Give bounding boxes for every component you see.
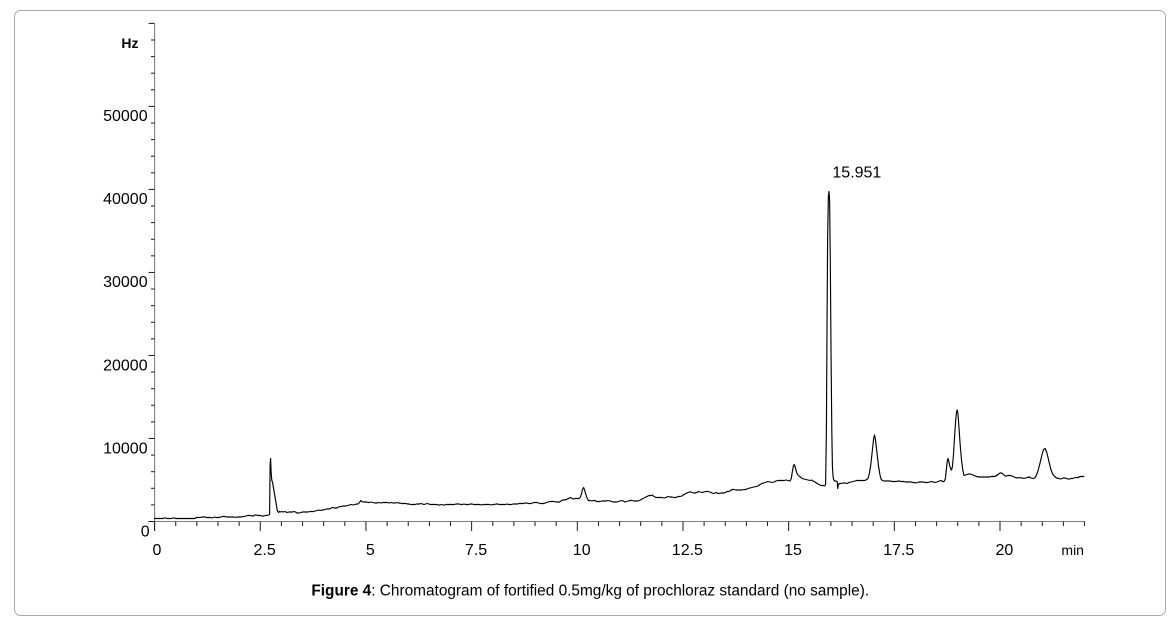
svg-text:20: 20 xyxy=(996,542,1014,559)
svg-text:15: 15 xyxy=(784,542,802,559)
svg-text:0: 0 xyxy=(141,523,150,540)
svg-text:15.951: 15.951 xyxy=(832,164,881,181)
svg-text:50000: 50000 xyxy=(103,108,148,125)
svg-text:7.5: 7.5 xyxy=(465,542,487,559)
svg-text:2.5: 2.5 xyxy=(254,542,276,559)
svg-text:10: 10 xyxy=(573,542,591,559)
svg-text:min: min xyxy=(1061,542,1084,558)
svg-text:10000: 10000 xyxy=(103,440,148,457)
svg-text:30000: 30000 xyxy=(103,274,148,291)
svg-text:17.5: 17.5 xyxy=(883,542,914,559)
svg-text:0: 0 xyxy=(153,542,162,559)
svg-text:20000: 20000 xyxy=(103,357,148,374)
svg-text:40000: 40000 xyxy=(103,191,148,208)
svg-text:5: 5 xyxy=(366,542,375,559)
svg-text:Hz: Hz xyxy=(121,35,138,51)
svg-text:12.5: 12.5 xyxy=(672,542,703,559)
svg-text:Figure 4: Chromatogram of fort: Figure 4: Chromatogram of fortified 0.5m… xyxy=(311,583,869,600)
